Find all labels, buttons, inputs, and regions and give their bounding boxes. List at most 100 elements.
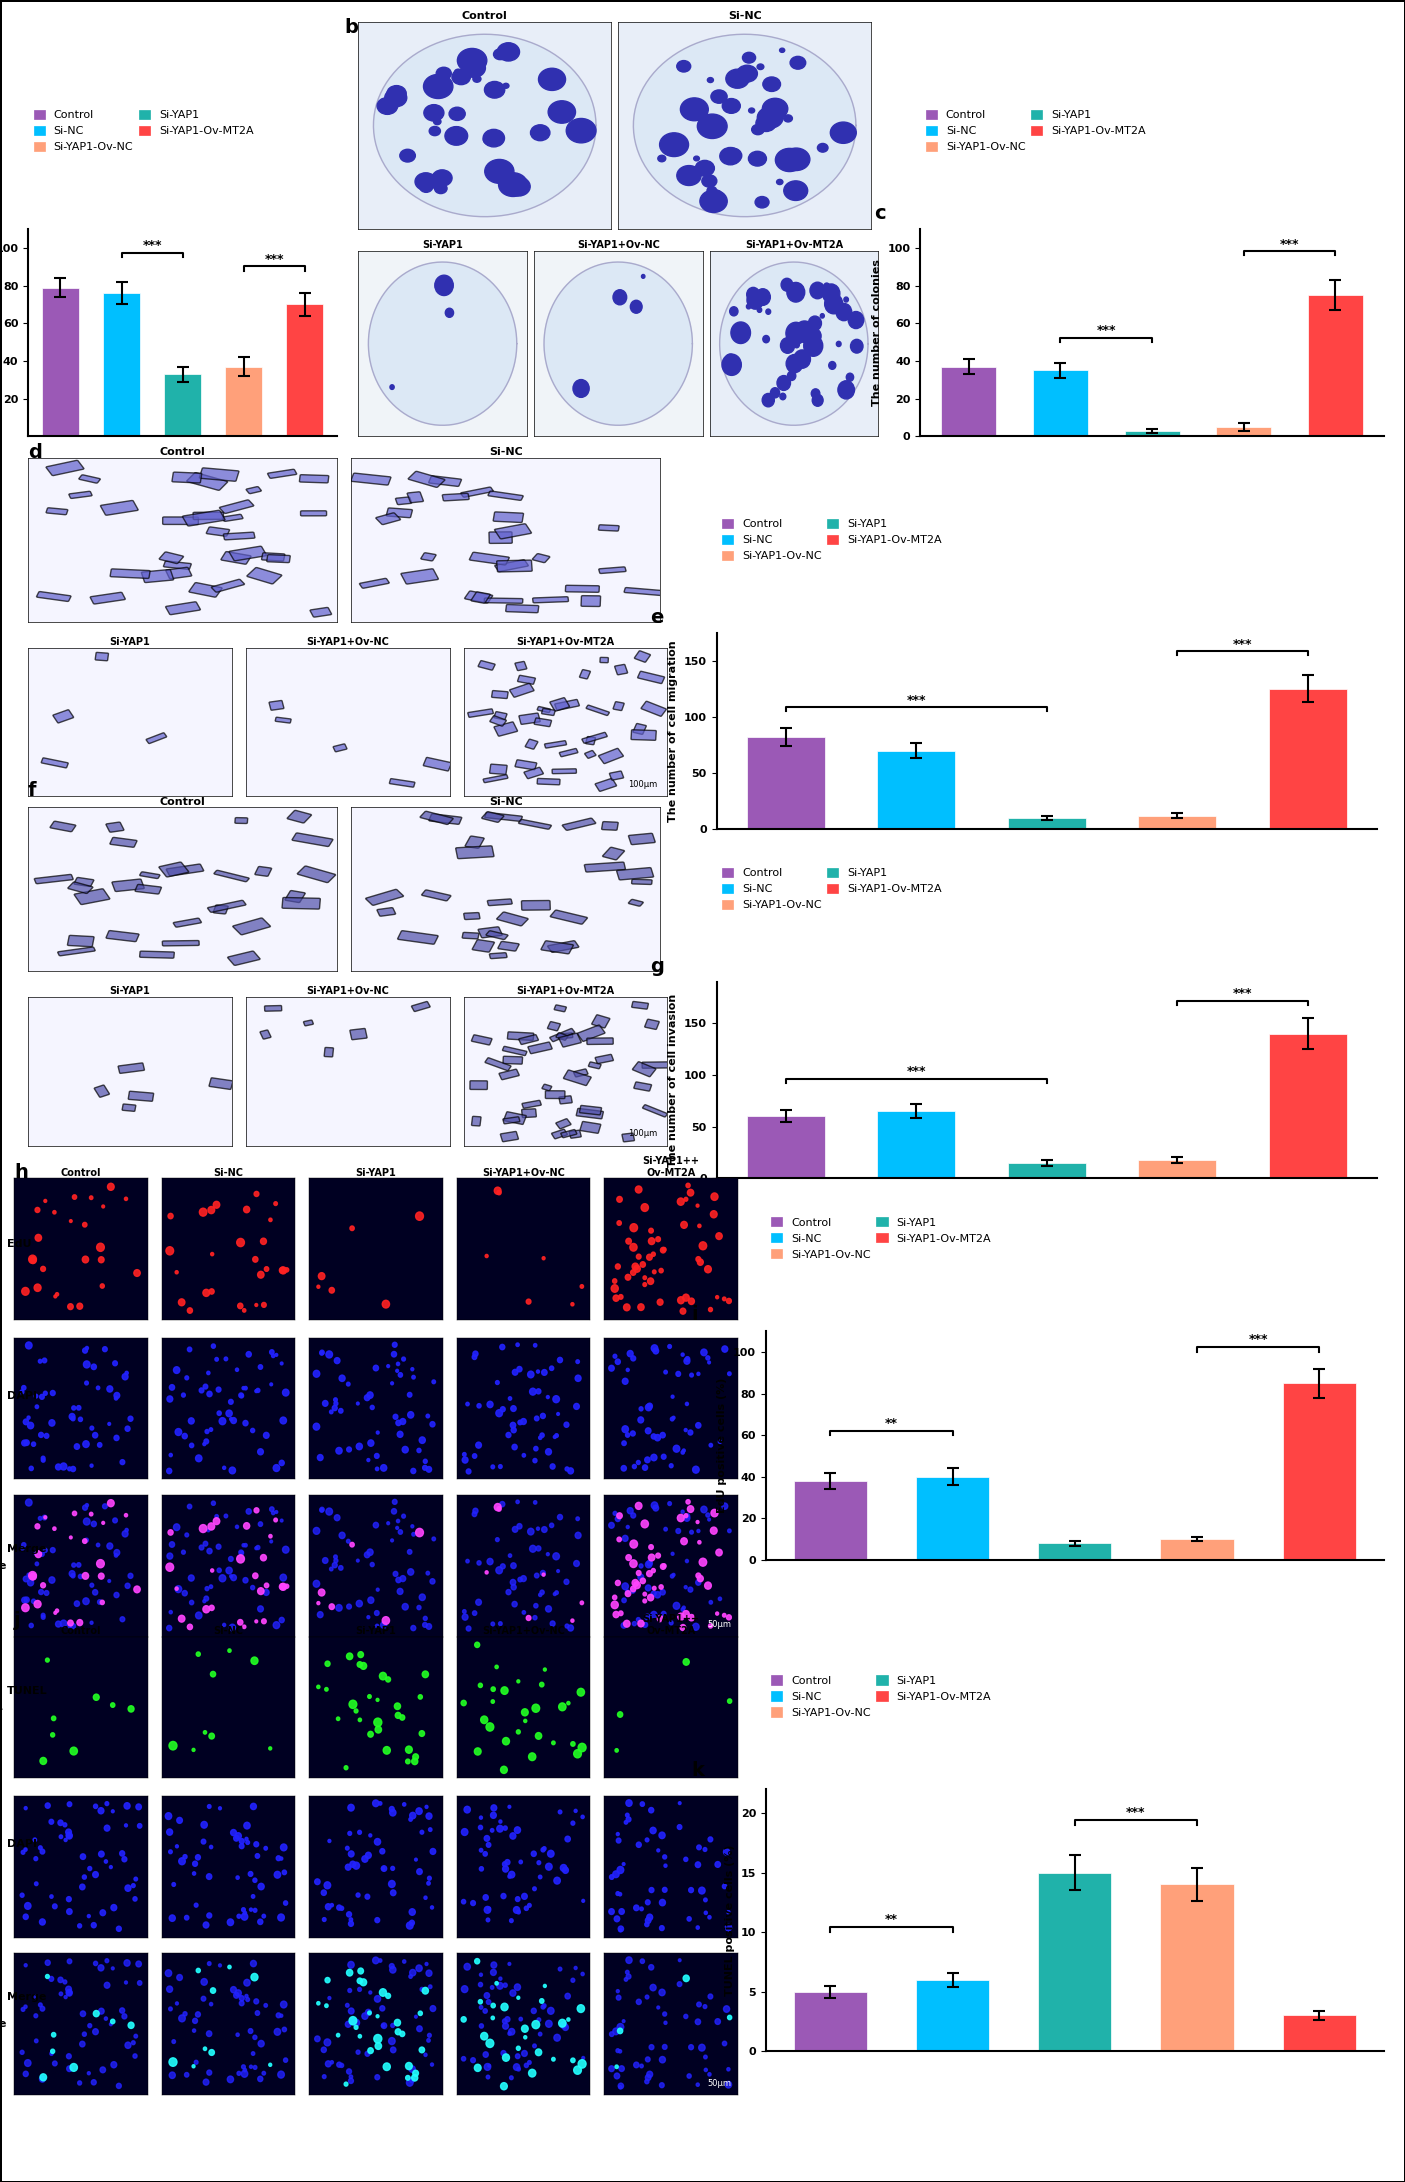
Circle shape (688, 1586, 693, 1593)
Title: Control: Control (60, 1167, 101, 1178)
Circle shape (91, 1364, 97, 1370)
Title: Si-YAP1: Si-YAP1 (110, 637, 150, 648)
FancyBboxPatch shape (490, 716, 506, 727)
Circle shape (30, 1257, 37, 1263)
Circle shape (426, 1813, 431, 1820)
Circle shape (98, 1807, 104, 1813)
Circle shape (534, 1447, 538, 1451)
Circle shape (582, 2055, 584, 2060)
FancyBboxPatch shape (267, 469, 296, 478)
Circle shape (749, 151, 767, 166)
Bar (877, 1111, 955, 1178)
FancyBboxPatch shape (488, 899, 513, 906)
Circle shape (617, 1196, 622, 1202)
Circle shape (532, 1887, 537, 1890)
Circle shape (398, 1530, 402, 1534)
Circle shape (507, 177, 530, 196)
Circle shape (436, 68, 451, 79)
FancyBboxPatch shape (645, 1019, 659, 1030)
Circle shape (178, 1298, 185, 1305)
Circle shape (281, 1519, 282, 1523)
Circle shape (246, 1839, 250, 1844)
Circle shape (695, 2084, 700, 2086)
Circle shape (434, 183, 447, 194)
Circle shape (282, 1390, 289, 1396)
Circle shape (327, 1839, 330, 1842)
Circle shape (219, 1964, 222, 1966)
Circle shape (385, 1992, 391, 1999)
Circle shape (183, 1591, 187, 1595)
Circle shape (350, 2018, 355, 2025)
Circle shape (195, 1612, 202, 1619)
Text: 100μm: 100μm (628, 1128, 658, 1139)
FancyBboxPatch shape (298, 866, 336, 882)
Circle shape (695, 1861, 701, 1868)
Circle shape (486, 1724, 493, 1730)
Circle shape (702, 175, 717, 188)
Circle shape (209, 1584, 212, 1588)
FancyBboxPatch shape (579, 670, 590, 679)
Circle shape (35, 1562, 38, 1567)
Circle shape (271, 1512, 275, 1514)
Circle shape (34, 1394, 38, 1399)
Circle shape (530, 1545, 537, 1551)
Circle shape (384, 1746, 391, 1754)
Circle shape (222, 1466, 226, 1468)
Circle shape (617, 1990, 620, 1992)
Circle shape (273, 1464, 280, 1471)
FancyBboxPatch shape (472, 1117, 481, 1126)
Circle shape (98, 1257, 104, 1263)
Circle shape (244, 1994, 249, 1999)
Circle shape (618, 1610, 622, 1615)
Circle shape (83, 1440, 89, 1447)
Circle shape (497, 1508, 502, 1512)
Circle shape (55, 1608, 59, 1612)
Circle shape (347, 1447, 351, 1451)
Circle shape (89, 1866, 91, 1870)
Circle shape (513, 1907, 520, 1914)
Circle shape (488, 1907, 490, 1909)
Circle shape (53, 1527, 56, 1530)
Circle shape (642, 1464, 648, 1471)
Circle shape (202, 1606, 209, 1612)
Circle shape (280, 1268, 285, 1274)
Circle shape (625, 1237, 631, 1244)
Circle shape (632, 1464, 636, 1468)
Circle shape (325, 1881, 330, 1890)
Circle shape (652, 1586, 656, 1591)
Circle shape (347, 1538, 350, 1543)
Circle shape (490, 1621, 495, 1626)
Circle shape (687, 1916, 691, 1920)
Circle shape (490, 1986, 493, 1990)
Circle shape (677, 61, 691, 72)
Circle shape (403, 1802, 406, 1807)
Title: Si-YAP1: Si-YAP1 (355, 1626, 396, 1636)
Circle shape (695, 161, 714, 177)
Circle shape (83, 1874, 86, 1879)
Circle shape (101, 1204, 104, 1209)
Circle shape (358, 1831, 361, 1835)
Title: Control: Control (160, 796, 205, 807)
Circle shape (686, 1560, 688, 1562)
Circle shape (622, 1582, 628, 1591)
Circle shape (718, 1440, 722, 1444)
Circle shape (681, 1353, 684, 1357)
Y-axis label: The number of colonies: The number of colonies (873, 260, 882, 406)
Circle shape (548, 2007, 554, 2014)
Circle shape (336, 1717, 340, 1722)
Circle shape (242, 1907, 246, 1911)
Circle shape (225, 1514, 228, 1519)
FancyBboxPatch shape (166, 602, 201, 615)
Circle shape (540, 1434, 544, 1438)
Title: Si-YAP1++
Ov-MT2A: Si-YAP1++ Ov-MT2A (642, 1615, 700, 1636)
Circle shape (631, 1588, 635, 1593)
Circle shape (684, 1198, 688, 1202)
Circle shape (229, 1623, 236, 1630)
Text: j: j (14, 1610, 21, 1630)
Circle shape (558, 1968, 562, 1970)
Circle shape (93, 1872, 98, 1877)
Circle shape (184, 1916, 188, 1920)
Circle shape (639, 2064, 643, 2069)
Bar (103, 292, 140, 436)
Circle shape (490, 1962, 497, 1968)
